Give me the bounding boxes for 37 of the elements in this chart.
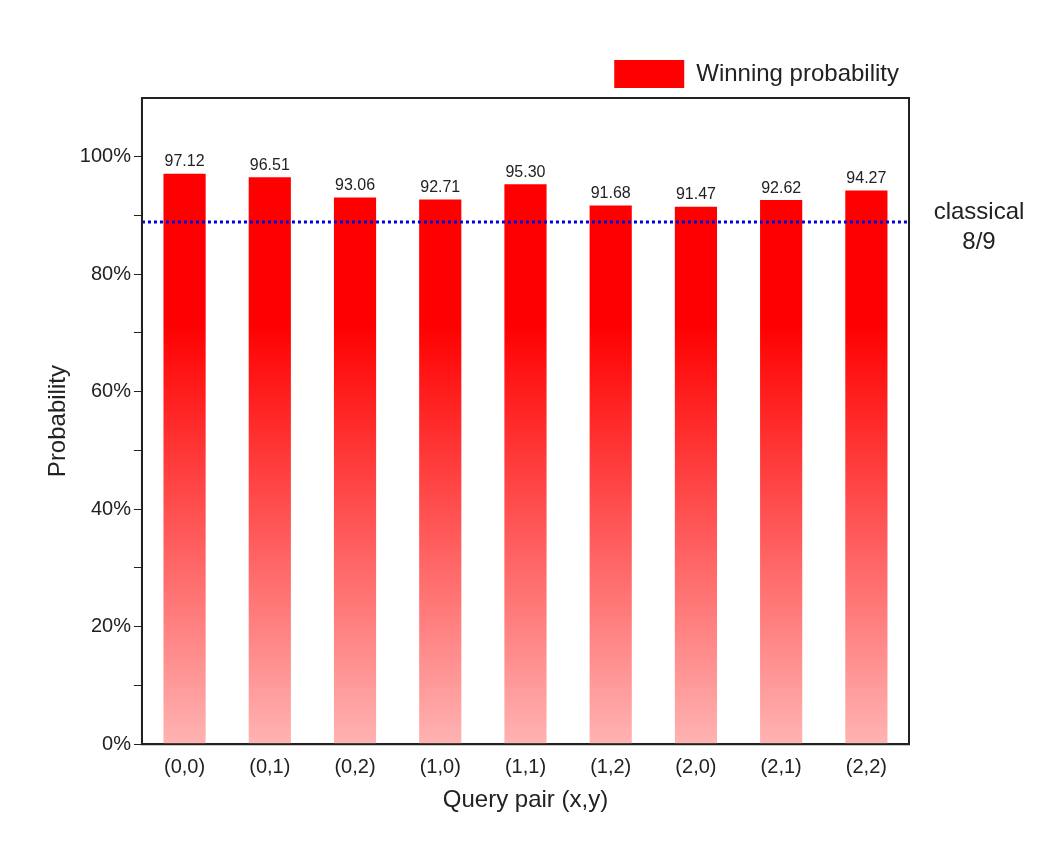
bar — [589, 205, 632, 744]
bar — [845, 190, 888, 744]
y-axis-title: Probability — [43, 365, 71, 478]
data-label: 95.30 — [505, 162, 546, 180]
y-tick-label: 60% — [90, 379, 132, 402]
x-tick-label: (1,2) — [590, 754, 632, 777]
data-label: 92.71 — [420, 177, 461, 195]
bar — [674, 206, 718, 744]
bar — [248, 177, 291, 744]
ref-line-label: classical 8/9 — [933, 196, 1025, 254]
data-label: 91.47 — [675, 185, 717, 203]
bar — [760, 200, 803, 744]
x-axis-title: Query pair (x,y) — [442, 785, 609, 813]
y-tick-label: 80% — [90, 261, 132, 284]
x-tick-label: (1,1) — [504, 754, 547, 777]
data-label: 91.68 — [590, 184, 631, 202]
data-label: 92.62 — [761, 178, 802, 196]
bar — [163, 173, 206, 744]
y-tick-label: 40% — [90, 496, 132, 519]
x-tick-label: (0,0) — [164, 754, 206, 777]
x-tick-label: (0,1) — [249, 754, 291, 777]
x-tick-label: (1,0) — [419, 754, 461, 777]
data-label: 93.06 — [335, 175, 376, 193]
bar — [504, 184, 547, 744]
bar — [419, 199, 462, 744]
data-label: 96.51 — [249, 155, 290, 173]
data-label: 94.27 — [846, 168, 887, 186]
y-tick-label: 0% — [102, 731, 132, 754]
data-label: 97.12 — [164, 152, 205, 170]
x-tick-label: (2,2) — [845, 754, 887, 777]
x-tick-label: (2,0) — [675, 754, 717, 777]
y-tick-label: 20% — [90, 614, 132, 637]
x-tick-label: (2,1) — [760, 754, 802, 777]
bar — [333, 197, 377, 744]
legend-label: Winning probability — [696, 58, 900, 86]
y-tick-label: 100% — [79, 144, 132, 167]
x-tick-label: (0,2) — [334, 754, 376, 777]
